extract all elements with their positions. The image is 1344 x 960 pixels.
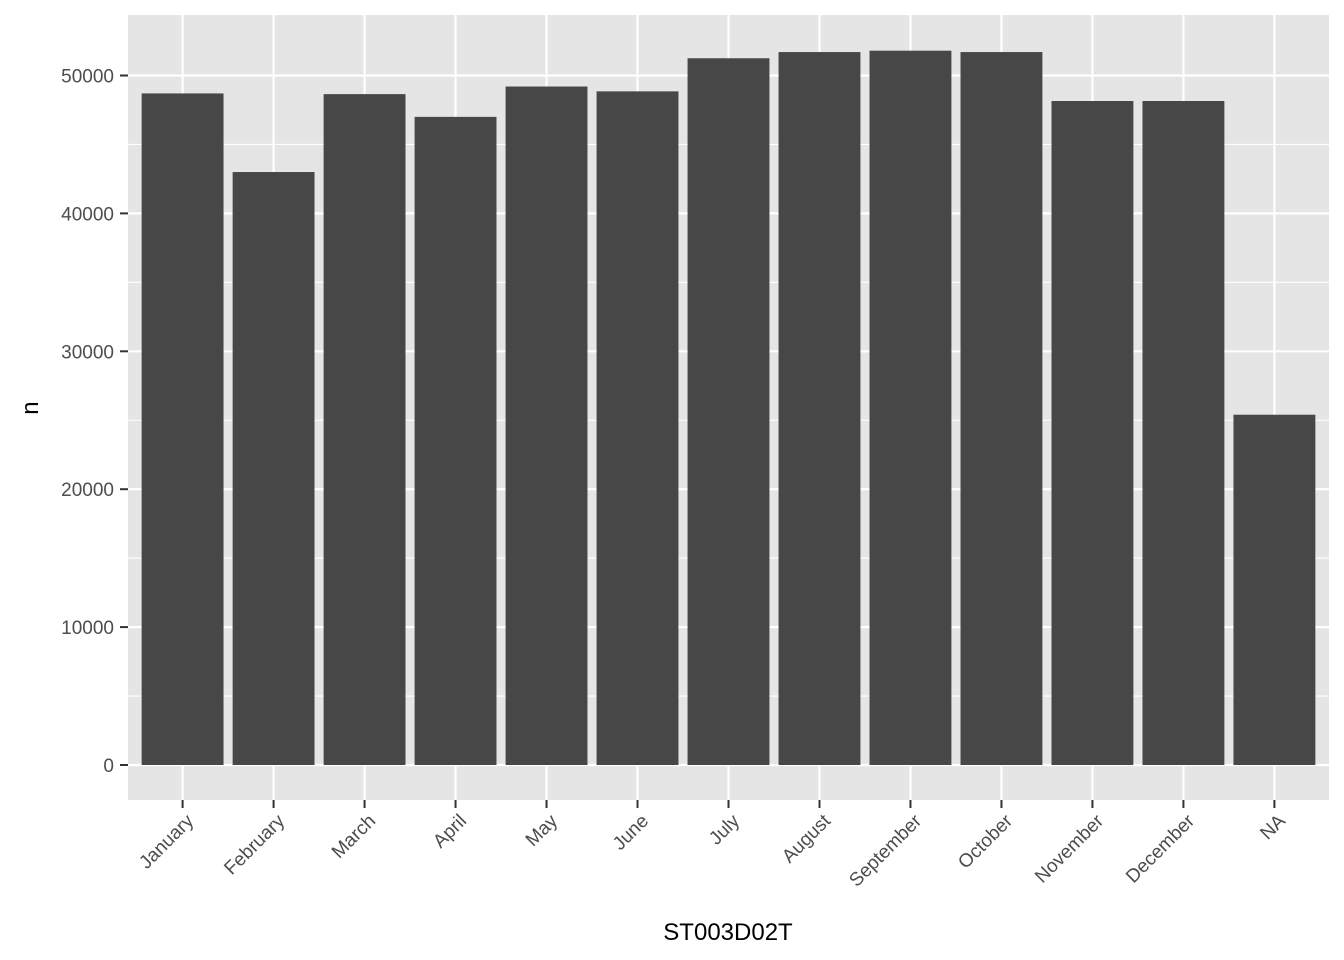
y-tick-label: 10000: [61, 618, 114, 639]
x-tick-label: June: [609, 811, 653, 855]
y-axis: 0 10000 20000 30000 40000 50000: [61, 67, 128, 777]
bar-october: [960, 52, 1043, 765]
bar-may: [505, 86, 588, 766]
bar-august: [778, 52, 861, 765]
x-tick-label: November: [1031, 810, 1108, 887]
bar-november: [1051, 101, 1134, 766]
bar-september: [869, 50, 952, 766]
x-tick-label: October: [954, 810, 1017, 873]
y-axis-title: n: [17, 401, 44, 414]
bar-july: [687, 58, 770, 765]
x-tick-label: March: [328, 811, 380, 863]
y-tick-label: 0: [103, 756, 114, 777]
bar-april: [414, 116, 497, 766]
y-tick-label: 50000: [61, 67, 114, 88]
x-tick-label: July: [705, 810, 744, 849]
y-tick-label: 20000: [61, 480, 114, 501]
bar-na: [1233, 414, 1316, 765]
x-tick-label: April: [429, 811, 471, 853]
y-tick-label: 30000: [61, 342, 114, 363]
x-axis-title: ST003D02T: [663, 919, 793, 946]
y-tick-label: 40000: [61, 204, 114, 225]
bar-march: [323, 94, 406, 765]
bar-june: [596, 91, 679, 765]
x-axis: January February March April May June July Augu…: [135, 800, 1290, 891]
bar-february: [232, 172, 315, 765]
x-tick-label: February: [220, 810, 289, 879]
x-tick-label: August: [778, 810, 835, 867]
x-tick-label: May: [522, 810, 563, 851]
x-tick-label: September: [845, 810, 926, 891]
bar-december: [1142, 101, 1225, 766]
x-tick-label: January: [135, 810, 198, 873]
x-tick-label: NA: [1256, 810, 1290, 844]
x-tick-label: December: [1122, 810, 1199, 887]
bar-january: [141, 93, 224, 765]
bars: [141, 50, 1316, 766]
